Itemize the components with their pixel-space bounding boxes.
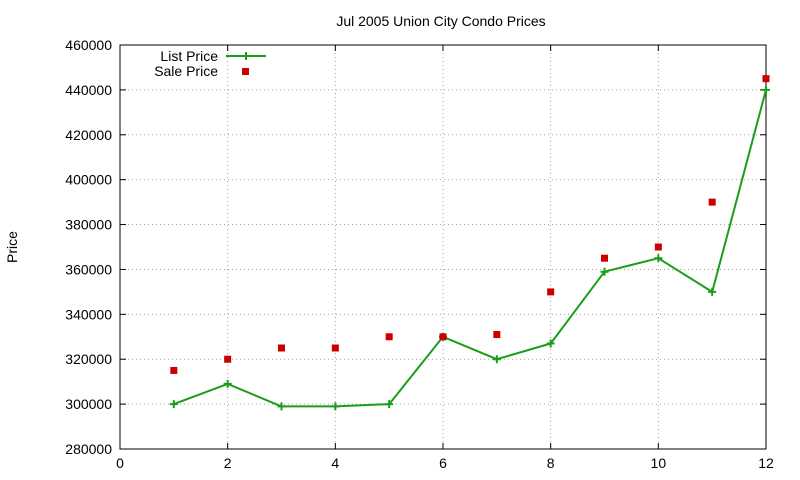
data-point-list-price <box>654 254 663 263</box>
x-tick-label: 6 <box>439 455 447 471</box>
legend-label-sale-price: Sale Price <box>154 63 218 79</box>
data-point-list-price <box>385 400 394 409</box>
data-point-list-price <box>762 85 770 94</box>
y-tick-label: 440000 <box>65 82 112 98</box>
y-tick-label: 360000 <box>65 261 112 277</box>
data-point-list-price <box>708 287 717 296</box>
data-point-sale-price <box>654 243 662 251</box>
legend-marker-sale-price <box>242 68 249 75</box>
x-tick-label: 4 <box>331 455 339 471</box>
data-point-sale-price <box>493 331 501 339</box>
data-point-sale-price <box>708 198 716 206</box>
x-tick-label: 2 <box>224 455 232 471</box>
y-axis-label: Price <box>4 231 20 263</box>
y-tick-label: 340000 <box>65 306 112 322</box>
data-point-sale-price <box>439 333 447 341</box>
x-tick-label: 8 <box>547 455 555 471</box>
y-tick-label: 400000 <box>65 172 112 188</box>
y-tick-label: 320000 <box>65 351 112 367</box>
data-point-sale-price <box>170 366 178 374</box>
data-point-sale-price <box>601 254 608 262</box>
y-tick-label: 420000 <box>65 127 112 143</box>
data-point-list-price <box>223 379 232 388</box>
legend-marker-list-price <box>242 52 250 60</box>
data-point-sale-price <box>385 333 393 341</box>
data-point-sale-price <box>278 344 285 352</box>
chart-title: Jul 2005 Union City Condo Prices <box>336 13 545 29</box>
legend: List Price Sale Price <box>154 48 266 79</box>
x-tick-label: 0 <box>116 455 124 471</box>
data-point-list-price <box>492 355 501 364</box>
y-tick-label: 460000 <box>65 37 112 53</box>
data-point-sale-price <box>331 344 339 352</box>
data-point-sale-price <box>224 355 232 363</box>
legend-label-list-price: List Price <box>160 48 218 64</box>
y-tick-label: 380000 <box>65 217 112 233</box>
data-point-sale-price <box>762 75 770 83</box>
data-point-list-price <box>600 267 609 276</box>
data-point-list-price <box>546 339 555 348</box>
y-tick-label: 300000 <box>65 396 112 412</box>
series-layer <box>169 75 770 411</box>
x-tick-label: 10 <box>651 455 667 471</box>
data-point-list-price <box>277 402 286 411</box>
data-point-list-price <box>331 402 340 411</box>
y-tick-label: 280000 <box>65 441 112 457</box>
data-point-sale-price <box>547 288 555 296</box>
tick-layer: 280000 300000 320000 340000 360000 380000 4000… <box>65 37 774 471</box>
data-point-list-price <box>169 400 178 409</box>
x-tick-label: 12 <box>758 455 774 471</box>
series-line-list-price <box>173 89 767 408</box>
